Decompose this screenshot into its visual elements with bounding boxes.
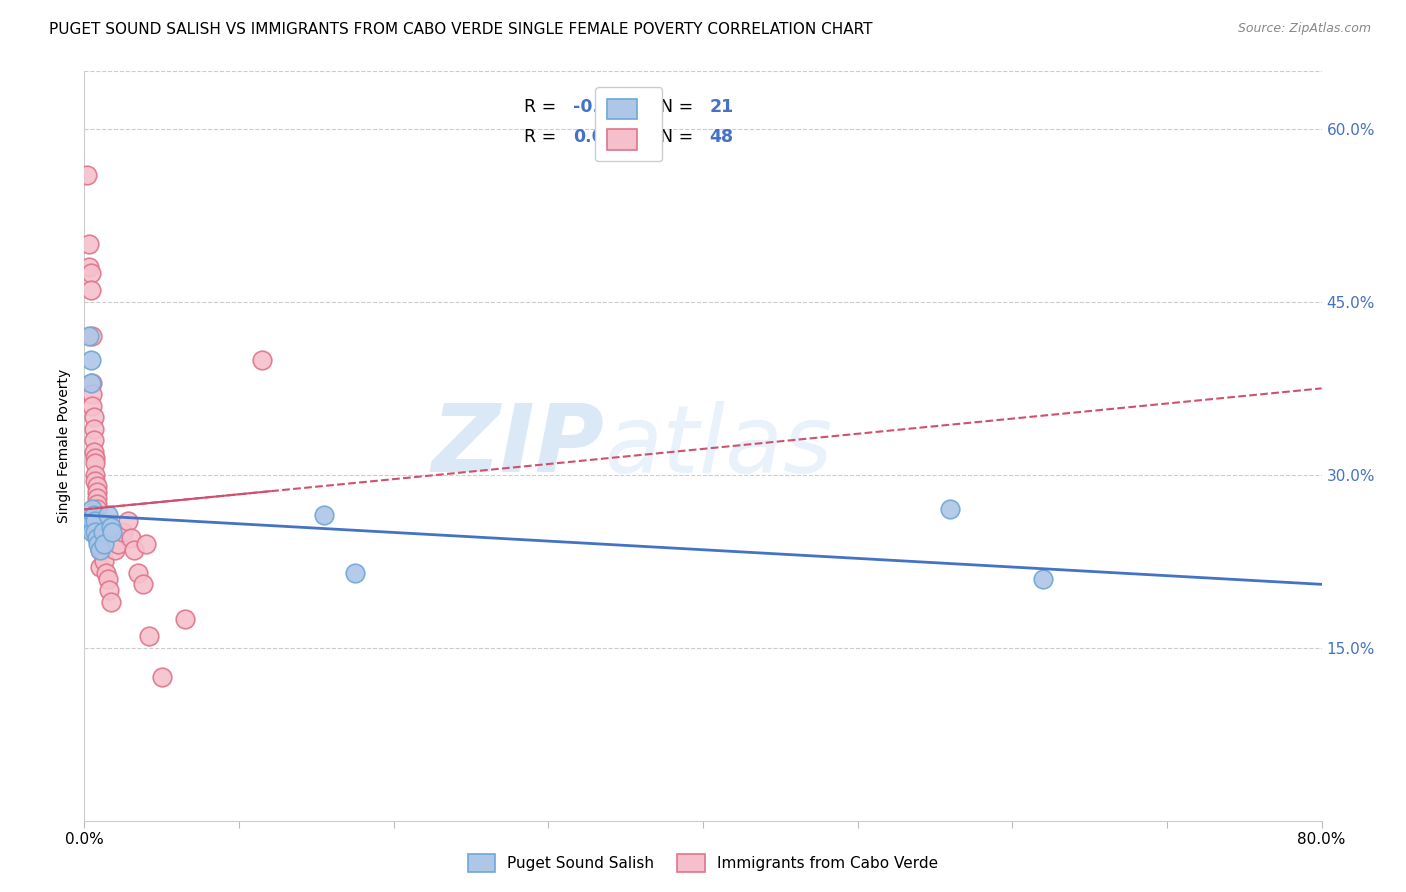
Point	[89, 537, 111, 551]
Point	[94, 566, 117, 580]
Text: R =: R =	[523, 128, 561, 146]
Text: R =: R =	[523, 98, 561, 116]
Point	[79, 284, 101, 298]
Point	[91, 525, 114, 540]
Point	[84, 456, 107, 470]
Point	[112, 525, 135, 540]
Point	[101, 525, 124, 540]
Text: 48: 48	[709, 128, 734, 146]
Point	[122, 542, 145, 557]
Point	[89, 542, 111, 557]
Point	[86, 485, 108, 500]
Point	[84, 525, 107, 540]
Point	[135, 537, 157, 551]
Point	[96, 508, 118, 523]
Point	[82, 399, 104, 413]
Point	[312, 508, 335, 523]
Point	[93, 554, 115, 568]
Legend:  ,  : ,	[595, 87, 662, 161]
Point	[87, 514, 110, 528]
Point	[86, 491, 108, 505]
Point	[89, 560, 111, 574]
Point	[138, 629, 160, 643]
Point	[93, 537, 115, 551]
Point	[107, 537, 129, 551]
Text: N =: N =	[659, 128, 699, 146]
Point	[150, 669, 173, 683]
Text: ZIP: ZIP	[432, 400, 605, 492]
Point	[82, 376, 104, 390]
Point	[250, 352, 273, 367]
Point	[939, 502, 962, 516]
Point	[84, 474, 107, 488]
Point	[100, 594, 122, 608]
Point	[117, 514, 139, 528]
Text: Source: ZipAtlas.com: Source: ZipAtlas.com	[1237, 22, 1371, 36]
Point	[84, 467, 107, 482]
Text: N =: N =	[659, 98, 699, 116]
Point	[104, 542, 127, 557]
Text: PUGET SOUND SALISH VS IMMIGRANTS FROM CABO VERDE SINGLE FEMALE POVERTY CORRELATI: PUGET SOUND SALISH VS IMMIGRANTS FROM CA…	[49, 22, 873, 37]
Point	[83, 422, 105, 436]
Point	[132, 577, 155, 591]
Point	[79, 352, 101, 367]
Point	[90, 537, 112, 551]
Point	[87, 531, 110, 545]
Point	[96, 572, 118, 586]
Point	[86, 502, 108, 516]
Point	[174, 612, 197, 626]
Point	[79, 266, 101, 280]
Point	[98, 583, 121, 598]
Point	[83, 444, 105, 458]
Point	[82, 387, 104, 401]
Text: atlas: atlas	[605, 401, 832, 491]
Point	[79, 376, 101, 390]
Point	[120, 531, 142, 545]
Point	[343, 566, 366, 580]
Text: 21: 21	[709, 98, 734, 116]
Y-axis label: Single Female Poverty: Single Female Poverty	[58, 369, 72, 523]
Point	[87, 537, 110, 551]
Point	[86, 531, 108, 545]
Point	[76, 168, 98, 182]
Point	[77, 260, 100, 275]
Point	[127, 566, 149, 580]
Point	[82, 525, 104, 540]
Point	[89, 542, 111, 557]
Point	[86, 497, 108, 511]
Point	[84, 450, 107, 465]
Point	[100, 519, 122, 533]
Point	[91, 542, 114, 557]
Point	[84, 514, 107, 528]
Point	[87, 519, 110, 533]
Point	[82, 329, 104, 343]
Point	[77, 237, 100, 252]
Point	[83, 434, 105, 448]
Legend: Puget Sound Salish, Immigrants from Cabo Verde: Puget Sound Salish, Immigrants from Cabo…	[460, 846, 946, 880]
Point	[86, 479, 108, 493]
Text: -0.127: -0.127	[574, 98, 636, 116]
Point	[82, 502, 104, 516]
Text: 0.055: 0.055	[574, 128, 628, 146]
Point	[83, 410, 105, 425]
Point	[77, 329, 100, 343]
Point	[83, 508, 105, 523]
Point	[1032, 572, 1054, 586]
Point	[82, 514, 104, 528]
